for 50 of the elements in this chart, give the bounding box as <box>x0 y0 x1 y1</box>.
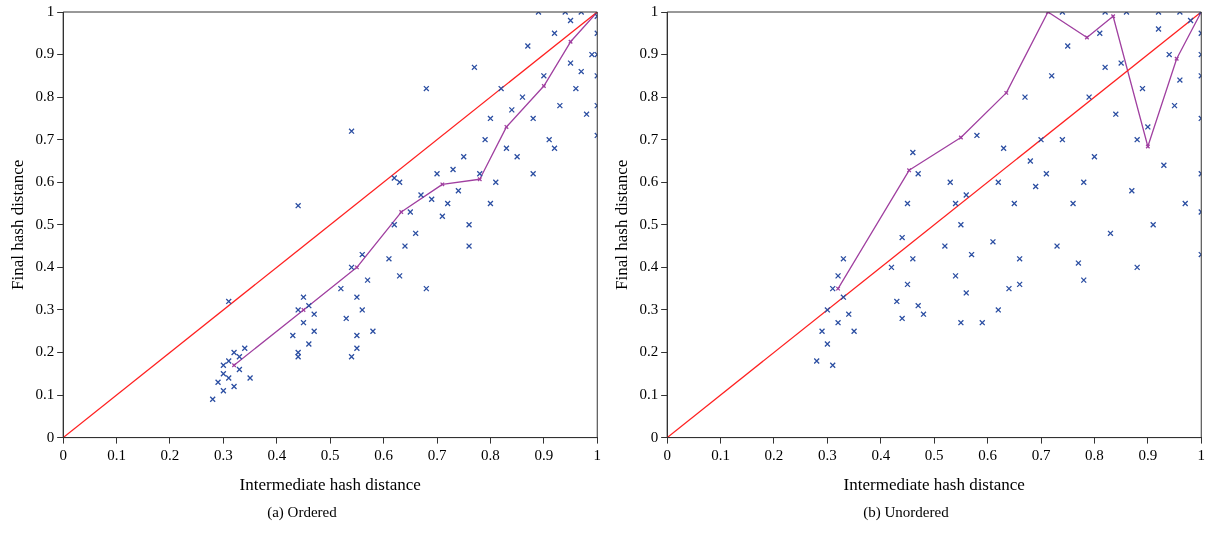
text: (b) Unordered <box>862 504 950 521</box>
y-tick-label: 0.7 <box>639 130 659 147</box>
x-tick-label: 0.8 <box>1085 446 1104 463</box>
x-tick-label: 0.2 <box>160 446 180 463</box>
x-tick-label: 0.8 <box>481 446 500 463</box>
y-tick-label: 0.2 <box>639 343 659 360</box>
y-tick-label: 1 <box>650 2 659 19</box>
x-tick-label: 0.9 <box>534 446 554 463</box>
y-tick-label: 0.8 <box>639 88 659 105</box>
x-tick-label: 0.1 <box>711 446 730 463</box>
y-tick-label: 0.6 <box>639 173 659 190</box>
y-tick-label: 0.4 <box>639 258 659 275</box>
x-tick-label: 0.3 <box>214 446 233 463</box>
x-tick-label: 0.3 <box>818 446 837 463</box>
y-tick-label: 0.7 <box>35 130 55 147</box>
y-tick-label: 0.1 <box>639 385 659 402</box>
x-tick-label: 0.1 <box>107 446 126 463</box>
y-axis-title: Final hash distance <box>611 159 631 290</box>
x-tick-label: 0.9 <box>1138 446 1158 463</box>
x-tick-label: 1 <box>593 446 601 463</box>
x-tick-label: 0.6 <box>978 446 998 463</box>
y-axis-title: Final hash distance <box>7 159 27 290</box>
y-tick-label: 0.6 <box>35 173 55 190</box>
y-tick-label: 1 <box>46 2 55 19</box>
x-tick-label: 0.7 <box>1031 446 1051 463</box>
x-tick-label: 0.5 <box>924 446 944 463</box>
y-tick-label: 0.1 <box>35 385 55 402</box>
x-tick-label: 0 <box>663 446 671 463</box>
y-tick-label: 0 <box>46 428 55 445</box>
x-tick-label: 0.5 <box>320 446 340 463</box>
y-tick-label: 0 <box>650 428 659 445</box>
y-tick-label: 0.3 <box>639 300 659 317</box>
x-tick-label: 0.7 <box>427 446 447 463</box>
y-tick-label: 0.5 <box>639 215 659 232</box>
x-tick-label: 0.4 <box>267 446 287 463</box>
x-tick-label: 1 <box>1197 446 1205 463</box>
x-axis-title: Intermediate hash distance <box>843 475 1025 495</box>
y-tick-label: 0.9 <box>639 45 659 62</box>
y-tick-label: 0.3 <box>35 300 55 317</box>
x-tick-label: 0.6 <box>374 446 394 463</box>
y-tick-label: 0.8 <box>35 88 55 105</box>
x-tick-label: 0.2 <box>764 446 784 463</box>
x-tick-label: 0.4 <box>871 446 891 463</box>
y-tick-label: 0.5 <box>35 215 55 232</box>
y-tick-label: 0.2 <box>35 343 55 360</box>
x-tick-label: 0 <box>59 446 67 463</box>
y-tick-label: 0.9 <box>35 45 55 62</box>
y-tick-label: 0.4 <box>35 258 55 275</box>
text: (a) Ordered <box>266 504 338 521</box>
x-axis-title: Intermediate hash distance <box>239 475 421 495</box>
